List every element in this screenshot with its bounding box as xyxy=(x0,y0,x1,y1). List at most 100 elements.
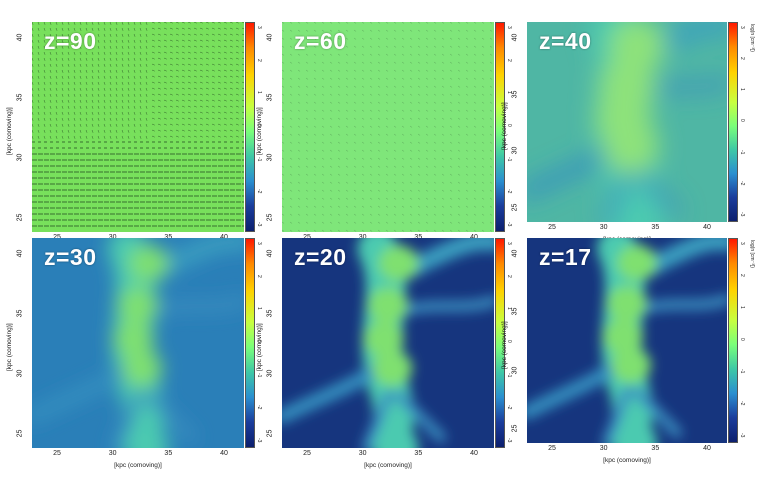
x-tick-label: 25 xyxy=(303,234,311,241)
redshift-label: z=60 xyxy=(294,28,347,54)
density-knot xyxy=(617,244,657,281)
density-map: z=60 xyxy=(282,22,494,232)
colorbar-tick-label: 2 xyxy=(506,58,512,62)
filament-ribbon xyxy=(602,167,632,222)
colorbar-tick-label: 0 xyxy=(739,337,745,341)
colorbar-tick-label: 2 xyxy=(506,274,512,278)
y-tick-label: 35 xyxy=(16,93,24,102)
x-tick-label: 25 xyxy=(548,224,556,231)
density-map: z=30 xyxy=(32,238,244,448)
colorbar xyxy=(495,22,505,232)
colorbar-tick-label: -3 xyxy=(506,438,512,443)
density-knot xyxy=(607,285,647,322)
x-tick-label: 30 xyxy=(599,224,608,231)
x-axis-label: [kpc (comoving)] xyxy=(364,462,412,469)
y-tick-label: 40 xyxy=(511,249,519,258)
filament-ribbon xyxy=(32,361,135,424)
redshift-label: z=20 xyxy=(294,244,347,270)
colorbar-tick-label: 1 xyxy=(256,307,262,311)
colorbar-tick-label: -2 xyxy=(739,401,745,406)
filament-ribbon xyxy=(111,390,143,448)
colorbar-tick-label: -1 xyxy=(739,150,745,155)
x-tick-label: 40 xyxy=(220,450,228,457)
x-tick-label: 35 xyxy=(651,224,660,231)
density-knot xyxy=(128,245,169,282)
y-tick-label: 25 xyxy=(511,424,519,433)
colorbar-tick-label: 3 xyxy=(506,242,512,245)
redshift-label: z=30 xyxy=(44,244,97,270)
colorbar-tick-label: 2 xyxy=(256,274,262,278)
colorbar-tick-label: 2 xyxy=(256,58,262,62)
y-tick-label: 30 xyxy=(511,366,519,375)
y-tick-label: 35 xyxy=(266,93,274,102)
y-tick-label: 40 xyxy=(511,33,519,42)
filament-ribbon xyxy=(393,390,446,443)
density-knot xyxy=(122,350,163,387)
filament-ribbon xyxy=(632,294,727,315)
y-tick-label: 35 xyxy=(266,309,274,318)
x-tick-label: 25 xyxy=(53,450,61,457)
y-tick-label: 40 xyxy=(266,33,274,42)
density-knot xyxy=(363,320,404,357)
colorbar-tick-label: 3 xyxy=(739,26,745,29)
y-tick-label: 35 xyxy=(511,90,519,99)
colorbar xyxy=(495,238,505,448)
x-axis-label: [kpc (comoving)] xyxy=(603,457,651,464)
y-tick-label: 40 xyxy=(16,33,24,42)
filament-ribbon xyxy=(527,358,624,420)
density-map: z=40 xyxy=(527,22,727,222)
filament-ribbon xyxy=(638,238,727,278)
y-tick-label: 30 xyxy=(266,153,274,162)
y-axis-label: [kpc (comoving)] xyxy=(6,323,13,371)
colorbar-tick-label: -2 xyxy=(506,405,512,410)
colorbar-tick-label: 3 xyxy=(256,26,262,29)
colorbar-tick-label: 3 xyxy=(506,26,512,29)
colorbar-tick-label: 3 xyxy=(739,242,745,245)
colorbar-tick-label: -2 xyxy=(256,405,262,410)
x-tick-label: 40 xyxy=(703,224,711,231)
density-knot xyxy=(603,318,643,355)
y-tick-label: 40 xyxy=(266,249,274,258)
density-map: z=20 xyxy=(282,238,494,448)
colorbar-tick-label: -3 xyxy=(506,222,512,227)
x-tick-label: 35 xyxy=(414,450,423,457)
y-axis-label: [kpc (comoving)] xyxy=(6,107,13,155)
colorbar xyxy=(728,238,738,443)
x-tick-label: 25 xyxy=(53,234,61,241)
colorbar-tick-label: -1 xyxy=(256,372,262,378)
y-tick-label: 30 xyxy=(266,369,274,378)
y-tick-label: 35 xyxy=(511,307,519,316)
filament-ribbon xyxy=(282,361,385,424)
filament-ribbon xyxy=(143,296,244,317)
density-map: z=17 xyxy=(527,238,727,443)
density-knot xyxy=(368,287,408,324)
filament-ribbon xyxy=(400,238,494,279)
redshift-label: z=17 xyxy=(539,244,592,270)
filament-ribbon xyxy=(632,167,682,217)
filament-ribbon xyxy=(150,238,244,279)
x-tick-label: 25 xyxy=(303,450,311,457)
x-axis-label: [kpc (comoving)] xyxy=(114,462,162,469)
y-tick-label: 40 xyxy=(16,249,24,258)
x-tick-label: 35 xyxy=(651,445,660,452)
density-knot xyxy=(372,350,413,387)
density-knot xyxy=(603,118,659,174)
x-tick-label: 40 xyxy=(703,445,711,452)
y-tick-label: 35 xyxy=(16,309,24,318)
y-axis-label: [kpc (comoving)] xyxy=(501,102,508,150)
colorbar xyxy=(728,22,738,222)
colorbar-tick-label: -3 xyxy=(739,433,745,438)
density-map: z=90 xyxy=(32,22,244,232)
filament-ribbon xyxy=(602,386,632,443)
filament-ribbon xyxy=(143,390,196,443)
colorbar xyxy=(245,238,255,448)
colorbar-tick-label: 2 xyxy=(739,273,745,277)
y-axis-label: [kpc (comoving)] xyxy=(501,320,508,369)
filament-ribbon xyxy=(361,390,393,448)
y-tick-label: 25 xyxy=(266,213,274,222)
density-knot xyxy=(118,287,158,324)
colorbar-tick-label: -1 xyxy=(506,156,512,162)
y-axis-label: [kpc (comoving)] xyxy=(256,107,263,155)
filament-ribbon xyxy=(632,386,682,438)
y-tick-label: 25 xyxy=(266,429,274,438)
